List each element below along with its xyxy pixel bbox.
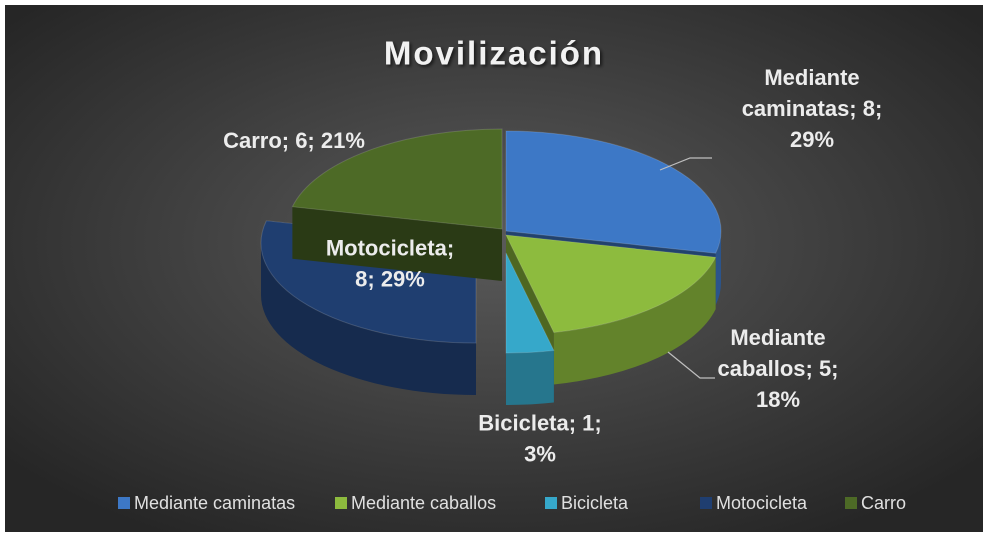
slice-side [506, 350, 554, 405]
slice-top [505, 234, 717, 334]
leader-lines [659, 157, 715, 379]
data-label: Carro; 6; 21% [223, 128, 365, 153]
data-label: Mediante caminatas; 8; 29% [742, 65, 883, 152]
legend-marker [335, 497, 347, 509]
legend: Mediante caminatas Mediante caballos Bicic… [118, 493, 906, 513]
slice-edge [292, 206, 502, 281]
legend-marker [118, 497, 130, 509]
legend-marker [845, 497, 857, 509]
slice-top [505, 130, 722, 254]
legend-label: Bicicleta [561, 493, 629, 513]
data-label: Bicicleta; 1; 3% [478, 410, 602, 466]
slice-top [291, 128, 503, 230]
data-labels: Mediante caminatas; 8; 29% Mediante caballos… [223, 65, 882, 467]
legend-marker [545, 497, 557, 509]
data-label: Mediante caballos; 5; 18% [717, 325, 838, 412]
chart-title: Movilización [384, 35, 604, 72]
leader-line [667, 351, 715, 379]
legend-label: Mediante caballos [351, 493, 496, 513]
slice-side [261, 243, 476, 395]
slice-side [553, 257, 716, 385]
leader-line [659, 157, 712, 171]
pie [260, 128, 722, 405]
slice-top [505, 252, 555, 354]
legend-label: Carro [861, 493, 906, 513]
slice [291, 128, 503, 281]
legend-label: Mediante caminatas [134, 493, 295, 513]
legend-marker [700, 497, 712, 509]
data-label: Motocicleta; 8; 29% [326, 235, 454, 291]
slice-side [715, 231, 721, 306]
legend-label: Motocicleta [716, 493, 808, 513]
slice [505, 252, 555, 405]
